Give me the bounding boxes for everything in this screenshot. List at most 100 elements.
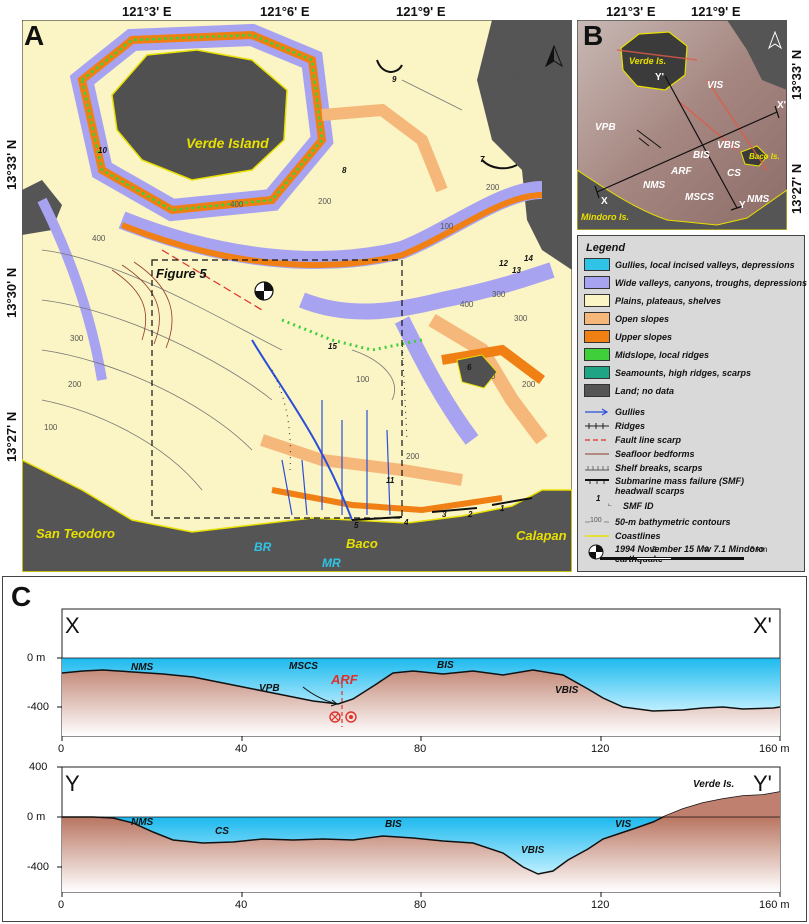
coastline-icon: [585, 535, 609, 537]
lat-label: 13°27' N: [789, 163, 804, 214]
map-label: VPB: [595, 122, 616, 133]
ridge-line-icon: [585, 423, 609, 429]
legend-item: Seamounts, high ridges, scarps: [584, 366, 751, 379]
map-label: MSCS: [685, 192, 714, 203]
x-tick: 40: [235, 899, 248, 911]
lat-label: 13°27' N: [4, 411, 19, 462]
contour-label: 400: [230, 200, 244, 209]
earthquake-icon: [588, 544, 604, 560]
contour-label: 300: [70, 334, 84, 343]
contour-label: 100: [44, 423, 58, 432]
y-tick: -400: [27, 861, 50, 873]
smf-id: 10: [98, 146, 107, 155]
lon-label: 121°3' E: [606, 4, 656, 19]
x-tick: 80: [414, 899, 427, 911]
profile-end: Y: [739, 200, 746, 211]
profile-label: BIS: [385, 819, 402, 830]
smf-id: 12: [499, 259, 508, 268]
legend-item: Wide valleys, canyons, troughs, depressi…: [584, 276, 807, 289]
place-label: Verde Island: [186, 135, 269, 151]
scale-tick: 0: [598, 545, 603, 554]
place-label: Baco: [346, 536, 378, 551]
legend-item: 50-m bathymetric contours: [584, 516, 731, 527]
legend-item: Submarine mass failure (SMF) headwall sc…: [584, 476, 765, 496]
legend-item: Ridges: [584, 420, 645, 431]
profile-end: X': [777, 100, 787, 111]
place-label: BR: [254, 540, 272, 554]
scale-segment: [672, 557, 744, 560]
profile-end: X: [65, 613, 80, 638]
swatch: [584, 276, 610, 289]
gully-line-icon: [585, 408, 609, 416]
contour-label: 200: [318, 197, 332, 206]
profile-end: Y: [65, 771, 80, 796]
smf-headwall-icon: [585, 479, 609, 484]
map-a: [22, 20, 572, 572]
map-label: VIS: [707, 80, 724, 91]
contour-label: 100: [356, 375, 370, 384]
x-tick: 40: [235, 743, 248, 755]
contour-label: 200: [522, 380, 536, 389]
profile-label: VBIS: [521, 845, 545, 856]
x-tick: 120: [591, 899, 610, 911]
contour-label: 300: [492, 290, 506, 299]
profile-end: X: [601, 196, 608, 207]
lon-label: 121°9' E: [396, 4, 446, 19]
map-label: VBIS: [717, 140, 741, 151]
map-label: ARF: [671, 166, 692, 177]
panel-a: 121°3' E 121°6' E 121°9' E 13°33' N 13°3…: [2, 0, 572, 572]
profile-label: CS: [215, 826, 229, 837]
swatch: [584, 258, 610, 271]
map-label: Baco Is.: [749, 152, 780, 161]
scale-tick: 2: [652, 545, 657, 554]
smf-id: 6: [467, 363, 472, 372]
smf-id-leader-icon: [608, 503, 612, 506]
smf-sample-id: 1: [596, 494, 601, 503]
legend-item: Upper slopes: [584, 330, 672, 343]
y-tick: 0 m: [27, 811, 46, 823]
x-tick: 160 m: [759, 899, 790, 911]
lon-label: 121°9' E: [691, 4, 741, 19]
smf-id: 15: [328, 342, 337, 351]
fault-line-icon: [585, 439, 609, 441]
scale-bar: 0 2 4 6 km: [598, 545, 780, 569]
panel-letter-a: A: [24, 20, 45, 51]
lat-label: 13°30' N: [4, 267, 19, 318]
contour-sample-label: 100: [590, 517, 602, 524]
contour-label: 200: [68, 380, 82, 389]
smf-id: 1: [500, 504, 505, 513]
lat-label: 13°33' N: [4, 139, 19, 190]
contour-label: 400: [92, 234, 106, 243]
contour-label: 100: [440, 222, 454, 231]
map-label: Mindoro Is.: [581, 212, 629, 222]
scale-segment: [600, 557, 636, 560]
profile-label: VPB: [259, 683, 280, 694]
map-label: NMS: [643, 180, 666, 191]
legend-item: Gullies, local incised valleys, depressi…: [584, 258, 795, 271]
legend: Legend Gullies, local incised valleys, d…: [577, 235, 807, 572]
legend-item: SMF ID: [608, 500, 654, 511]
bedform-line-icon: [585, 453, 609, 455]
y-tick: -400: [27, 701, 50, 713]
x-tick: 80: [414, 743, 427, 755]
contour-label: 400: [460, 300, 474, 309]
panel-b: 121°3' E 121°9' E 13°33' N 13°27' N B Ve…: [577, 0, 807, 232]
place-label: Calapan: [516, 528, 567, 543]
profile-label: MSCS: [289, 661, 318, 672]
x-tick: 120: [591, 743, 610, 755]
x-tick: 0: [58, 743, 65, 755]
swatch: [584, 330, 610, 343]
legend-item: Seafloor bedforms: [584, 448, 695, 459]
profile-label: BIS: [437, 660, 454, 671]
scale-tick: 4: [704, 545, 709, 554]
smf-id: 7: [480, 155, 485, 164]
profile-end: X': [753, 613, 772, 638]
legend-item: Land; no data: [584, 384, 674, 397]
contour-label: 400: [512, 70, 526, 79]
smf-id: 3: [442, 510, 447, 519]
swatch: [584, 348, 610, 361]
contour-label: 200: [406, 452, 420, 461]
legend-item: Gullies: [584, 406, 645, 417]
lon-label: 121°6' E: [260, 4, 310, 19]
place-label: San Teodoro: [36, 526, 115, 541]
